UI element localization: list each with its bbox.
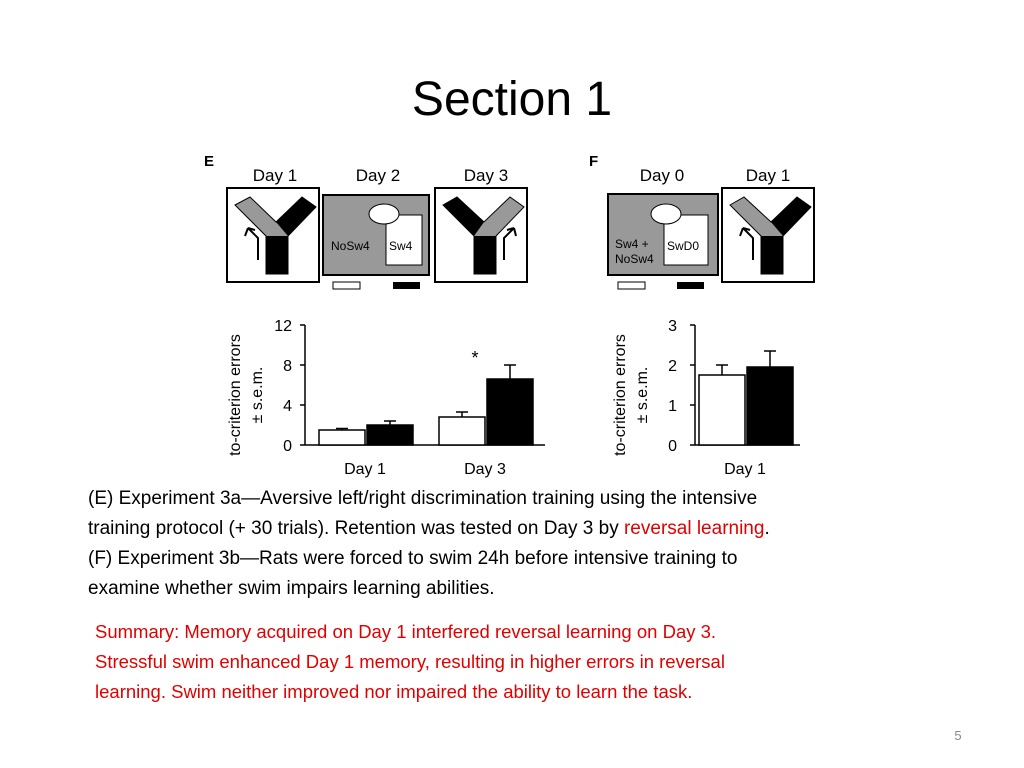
bar	[438, 416, 486, 446]
bar	[366, 424, 414, 446]
y-tick-label: 0	[668, 438, 677, 455]
summary-line: Stressful swim enhanced Day 1 memory, re…	[95, 651, 725, 672]
caption-line: (F) Experiment 3b—Rats were forced to sw…	[88, 548, 737, 569]
day-label: Day 3	[464, 166, 508, 185]
bar	[318, 429, 366, 446]
x-tick-label: Day 1	[344, 461, 386, 478]
y-maze-arm	[443, 197, 484, 236]
arrow	[244, 227, 259, 260]
summary-line: Summary: Memory acquired on Day 1 interf…	[95, 621, 716, 642]
caption-highlight: reversal learning	[624, 518, 764, 539]
annotation: *	[471, 348, 478, 368]
bar	[486, 378, 534, 446]
legend-swatch	[393, 282, 420, 289]
day-label: Day 1	[253, 166, 297, 185]
x-tick-label: Day 3	[464, 461, 506, 478]
arrow	[739, 227, 754, 260]
y-tick-label: 3	[668, 318, 677, 335]
y-axis-label: ± s.e.m.	[249, 367, 266, 424]
y-maze-arm	[276, 197, 316, 236]
tank-lid	[650, 203, 682, 225]
panel-f-diagram: F Day 0 Day 1 Sw4 + NoSw4 SwD0	[589, 153, 815, 290]
caption-line: training protocol (+ 30 trials). Retenti…	[88, 518, 770, 539]
caption-text: training protocol (+ 30 trials). Retenti…	[88, 518, 624, 539]
y-maze-arm	[266, 236, 288, 274]
y-maze-arm	[761, 236, 783, 274]
day-label: Day 1	[746, 166, 790, 185]
page-number: 5	[954, 728, 961, 743]
y-axis-label: to-criterion errors	[227, 334, 244, 456]
y-tick-label: 8	[283, 358, 292, 375]
y-tick-label: 4	[283, 398, 292, 415]
day-label: Day 0	[640, 166, 684, 185]
summary-line: learning. Swim neither improved nor impa…	[95, 681, 692, 702]
y-tick-label: 12	[274, 318, 292, 335]
y-tick-label: 0	[283, 438, 292, 455]
y-maze-arm	[474, 236, 496, 274]
water-tank	[385, 214, 423, 266]
bar	[746, 366, 794, 446]
day-label: Day 2	[356, 166, 400, 185]
caption-text: .	[764, 518, 769, 539]
caption-line: (E) Experiment 3a—Aversive left/right di…	[88, 488, 757, 509]
bar	[698, 374, 746, 446]
y-tick-label: 1	[668, 398, 677, 415]
x-tick-label: Day 1	[724, 461, 766, 478]
legend-swatch	[617, 281, 646, 290]
box-label: NoSw4	[331, 239, 370, 253]
box-label: Sw4 +	[615, 237, 649, 251]
box-label: SwD0	[667, 239, 699, 253]
panel-label: F	[589, 153, 598, 170]
legend-swatch	[677, 282, 704, 289]
caption-text: examine whether swim impairs learning ab…	[88, 578, 495, 599]
arrow	[503, 227, 517, 260]
y-maze-arm	[771, 197, 811, 236]
slide-title: Section 1	[412, 73, 612, 126]
caption-line: examine whether swim impairs learning ab…	[88, 578, 495, 599]
panel-label: E	[204, 153, 214, 170]
tank-lid	[368, 203, 400, 225]
legend-swatch	[332, 281, 361, 290]
caption-text: (F) Experiment 3b—Rats were forced to sw…	[88, 548, 737, 569]
y-axis-label: to-criterion errors	[612, 334, 629, 456]
panel-e-diagram: E Day 1 Day 2 Day 3 NoSw4 Sw4	[204, 153, 528, 290]
box-label: Sw4	[389, 239, 413, 253]
y-axis-label: ± s.e.m.	[634, 367, 651, 424]
y-tick-label: 2	[668, 358, 677, 375]
box-label: NoSw4	[615, 252, 654, 266]
caption-text: (E) Experiment 3a—Aversive left/right di…	[88, 488, 757, 509]
